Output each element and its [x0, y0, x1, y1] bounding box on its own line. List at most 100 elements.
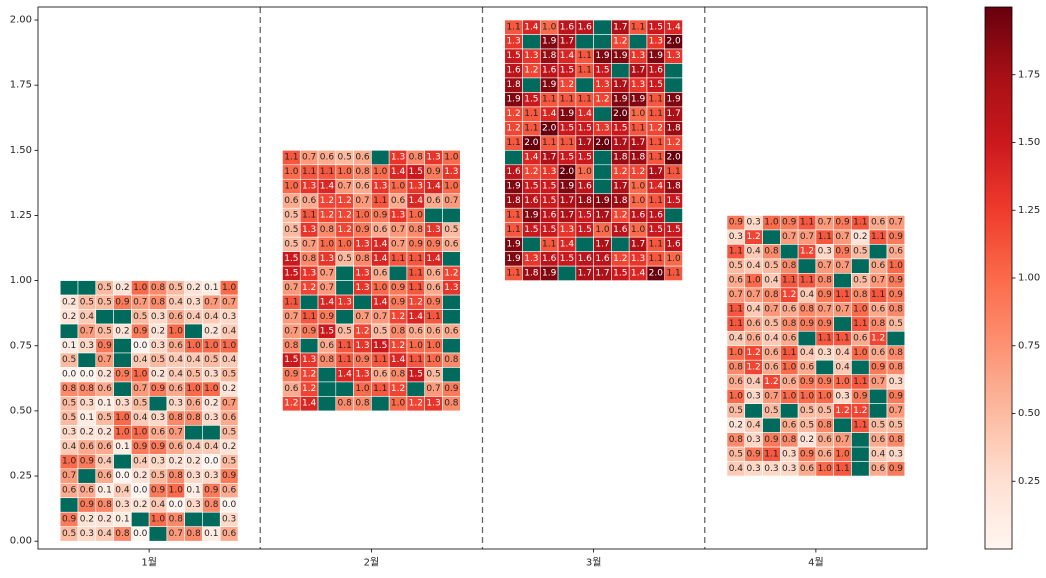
cell-value-label: 0.5 [222, 457, 236, 467]
cell-value-label: 0.7 [222, 297, 236, 307]
heatmap-cell [353, 294, 372, 310]
cell-value-label: 0.4 [98, 457, 113, 467]
cell-value-label: 0.2 [729, 420, 743, 430]
cell-value-label: 1.8 [578, 196, 593, 206]
cell-value-label: 0.4 [204, 312, 219, 322]
heatmap-cell [113, 309, 132, 325]
cell-value-label: 0.4 [222, 326, 237, 336]
cell-value-label: 0.6 [222, 529, 237, 539]
heatmap-cell [317, 396, 337, 412]
cell-value-label: 0.6 [373, 370, 388, 380]
cell-value-label: 0.6 [98, 471, 113, 481]
x-tick-label: 2월 [364, 557, 380, 569]
cell-value-label: 0.9 [115, 370, 130, 380]
cell-value-label: 0.5 [764, 406, 778, 416]
cell-value-label: 1.1 [560, 95, 574, 105]
cell-value-label: 0.5 [853, 247, 867, 257]
cell-value-label: 1.0 [391, 182, 406, 192]
cell-value-label: 0.3 [80, 529, 94, 539]
cell-value-label: 1.2 [302, 384, 316, 394]
cell-value-label: 1.3 [524, 254, 538, 264]
cell-value-label: 0.0 [62, 370, 77, 380]
cell-value-label: 0.5 [426, 370, 440, 380]
cell-value-label: 1.5 [524, 182, 538, 192]
heatmap-cell [868, 403, 888, 419]
cell-value-label: 1.7 [631, 66, 645, 76]
heatmap-cell [335, 280, 354, 296]
cell-value-label: 1.1 [506, 138, 520, 148]
y-tick-label: 0.00 [10, 536, 32, 547]
cell-value-label: 0.8 [186, 413, 201, 423]
cell-value-label: 0.7 [355, 196, 369, 206]
cell-value-label: 0.9 [391, 283, 406, 293]
cell-value-label: 1.1 [320, 167, 334, 177]
cell-value-label: 0.9 [835, 247, 850, 257]
cell-value-label: 0.6 [426, 268, 441, 278]
cell-value-label: 0.1 [204, 283, 218, 293]
cell-value-label: 1.1 [835, 290, 849, 300]
cell-value-label: 0.5 [62, 413, 76, 423]
y-axis: 0.00 0.25 0.50 0.75 1.00 1.25 1.50 1.75 2.00 [10, 15, 38, 547]
heatmap-cell [77, 468, 97, 484]
cell-value-label: 1.4 [373, 297, 388, 307]
cell-value-label: 1.5 [649, 80, 663, 90]
cell-value-label: 0.0 [80, 370, 95, 380]
cell-value-label: 1.0 [426, 355, 441, 365]
heatmap-cell [851, 446, 870, 462]
cell-value-label: 1.0 [222, 283, 237, 293]
cell-value-label: 0.3 [186, 500, 200, 510]
cell-value-label: 1.4 [409, 312, 424, 322]
heatmap-cell [593, 19, 612, 35]
cell-value-label: 1.1 [409, 355, 423, 365]
heatmap-cell [664, 265, 683, 281]
cell-value-label: 1.1 [871, 290, 885, 300]
cell-value-label: 1.3 [631, 80, 645, 90]
cell-value-label: 1.3 [426, 153, 440, 163]
cell-value-label: 1.2 [613, 167, 627, 177]
cell-value-label: 0.4 [835, 362, 850, 372]
cell-value-label: 1.2 [391, 384, 405, 394]
cell-value-label: 1.3 [302, 182, 316, 192]
cell-value-label: 1.1 [373, 196, 387, 206]
cell-value-label: 0.3 [62, 428, 76, 438]
cell-value-label: 0.6 [98, 384, 113, 394]
cell-value-label: 1.6 [542, 254, 557, 264]
heatmap-cell [611, 236, 630, 252]
cell-value-label: 0.4 [204, 442, 219, 452]
cell-value-label: 1.2 [746, 232, 760, 242]
cell-value-label: 0.9 [222, 471, 237, 481]
cell-value-label: 0.5 [80, 297, 94, 307]
heatmap-cell [868, 244, 888, 260]
cell-value-label: 1.6 [524, 196, 539, 206]
cell-value-label: 1.5 [506, 51, 520, 61]
cell-value-label: 2.0 [613, 109, 628, 119]
cell-value-label: 1.2 [320, 210, 334, 220]
cell-value-label: 0.6 [426, 283, 441, 293]
cell-value-label: 0.6 [800, 464, 815, 474]
cell-value-label: 0.7 [133, 384, 147, 394]
cell-value-label: 0.9 [871, 362, 886, 372]
cell-value-label: 0.3 [151, 312, 165, 322]
heatmap-cell [335, 381, 354, 397]
cell-value-label: 1.1 [782, 276, 796, 286]
cell-value-label: 0.7 [204, 297, 218, 307]
cell-value-label: 1.9 [542, 37, 557, 47]
cell-value-label: 0.6 [426, 326, 441, 336]
cell-value-label: 0.9 [426, 239, 441, 249]
cell-value-label: 1.5 [284, 254, 298, 264]
cell-value-label: 1.9 [595, 51, 610, 61]
cell-value-label: 1.1 [373, 384, 387, 394]
cell-value-label: 1.1 [649, 239, 663, 249]
cell-value-label: 1.2 [649, 124, 663, 134]
cell-value-label: 0.3 [204, 370, 218, 380]
cell-value-label: 0.0 [133, 529, 148, 539]
cell-value-label: 1.0 [133, 283, 148, 293]
cell-value-label: 1.2 [631, 167, 645, 177]
heatmap-cell [593, 164, 612, 180]
cell-value-label: 0.8 [764, 290, 779, 300]
cell-value-label: 0.8 [444, 399, 459, 409]
cell-value-label: 1.9 [542, 80, 557, 90]
cell-value-label: 2.0 [595, 138, 610, 148]
cell-value-label: 1.5 [560, 254, 574, 264]
cell-value-label: 1.1 [835, 334, 849, 344]
